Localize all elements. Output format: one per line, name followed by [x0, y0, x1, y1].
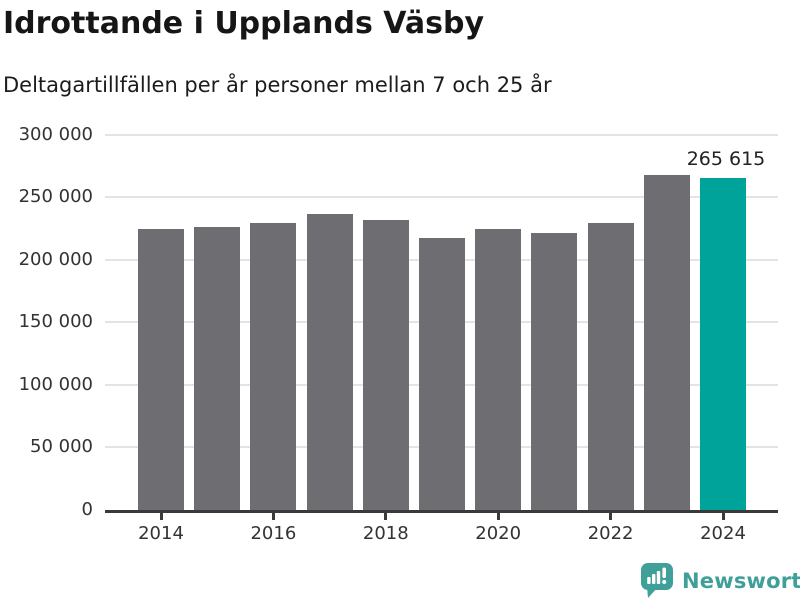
x-tick-label-2014: 2014	[138, 523, 184, 544]
bar-2021	[531, 233, 578, 510]
x-tick-2014	[159, 513, 163, 520]
y-tick-label: 150 000	[18, 311, 93, 333]
bar-2024	[700, 177, 746, 510]
bar-2016	[250, 222, 297, 510]
bar-2017	[306, 213, 353, 510]
brand-footer: Newsworthy	[640, 562, 800, 599]
x-tick-2018	[384, 513, 388, 520]
bar-2022	[587, 222, 634, 510]
x-axis-line	[105, 510, 778, 513]
x-tick-label-2024: 2024	[700, 523, 746, 544]
x-tick-2024	[721, 513, 725, 520]
x-tick-2022	[609, 513, 613, 520]
x-tick-label-2016: 2016	[250, 523, 297, 544]
highlight-value-label: 265 615	[686, 147, 766, 170]
bar-2019	[419, 237, 465, 510]
y-tick-label: 200 000	[18, 248, 93, 270]
chart-title: Idrottande i Upplands Väsby	[3, 6, 484, 41]
bar-2020	[475, 229, 522, 510]
gridline-250000	[105, 196, 778, 199]
bar-2023	[643, 174, 690, 510]
y-tick-label: 100 000	[18, 373, 93, 395]
newsworthy-chart-bubble-icon	[640, 562, 674, 599]
gridline-300000	[105, 133, 778, 136]
x-tick-label-2018: 2018	[362, 523, 409, 544]
bar-2014	[138, 229, 184, 510]
y-tick-label: 300 000	[18, 123, 93, 145]
bar-2015	[194, 227, 241, 510]
chart-subtitle: Deltagartillfällen per år personer mella…	[3, 73, 552, 97]
x-tick-label-2020: 2020	[475, 523, 522, 544]
y-tick-label: 250 000	[18, 186, 93, 208]
x-tick-2016	[271, 513, 275, 520]
x-tick-label-2022: 2022	[587, 523, 634, 544]
y-tick-label: 0	[81, 499, 93, 520]
x-tick-2020	[496, 513, 500, 520]
brand-name: Newsworthy	[682, 568, 800, 593]
bar-2018	[362, 219, 409, 510]
y-tick-label: 50 000	[30, 436, 93, 458]
